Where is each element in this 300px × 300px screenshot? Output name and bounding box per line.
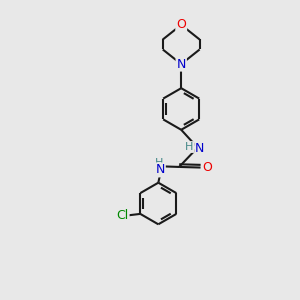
Text: Cl: Cl (116, 209, 129, 222)
Text: N: N (176, 58, 186, 70)
Text: N: N (155, 164, 165, 176)
Text: N: N (195, 142, 205, 155)
Text: O: O (202, 161, 212, 174)
Text: O: O (176, 18, 186, 32)
Text: H: H (155, 158, 164, 168)
Text: H: H (185, 142, 194, 152)
